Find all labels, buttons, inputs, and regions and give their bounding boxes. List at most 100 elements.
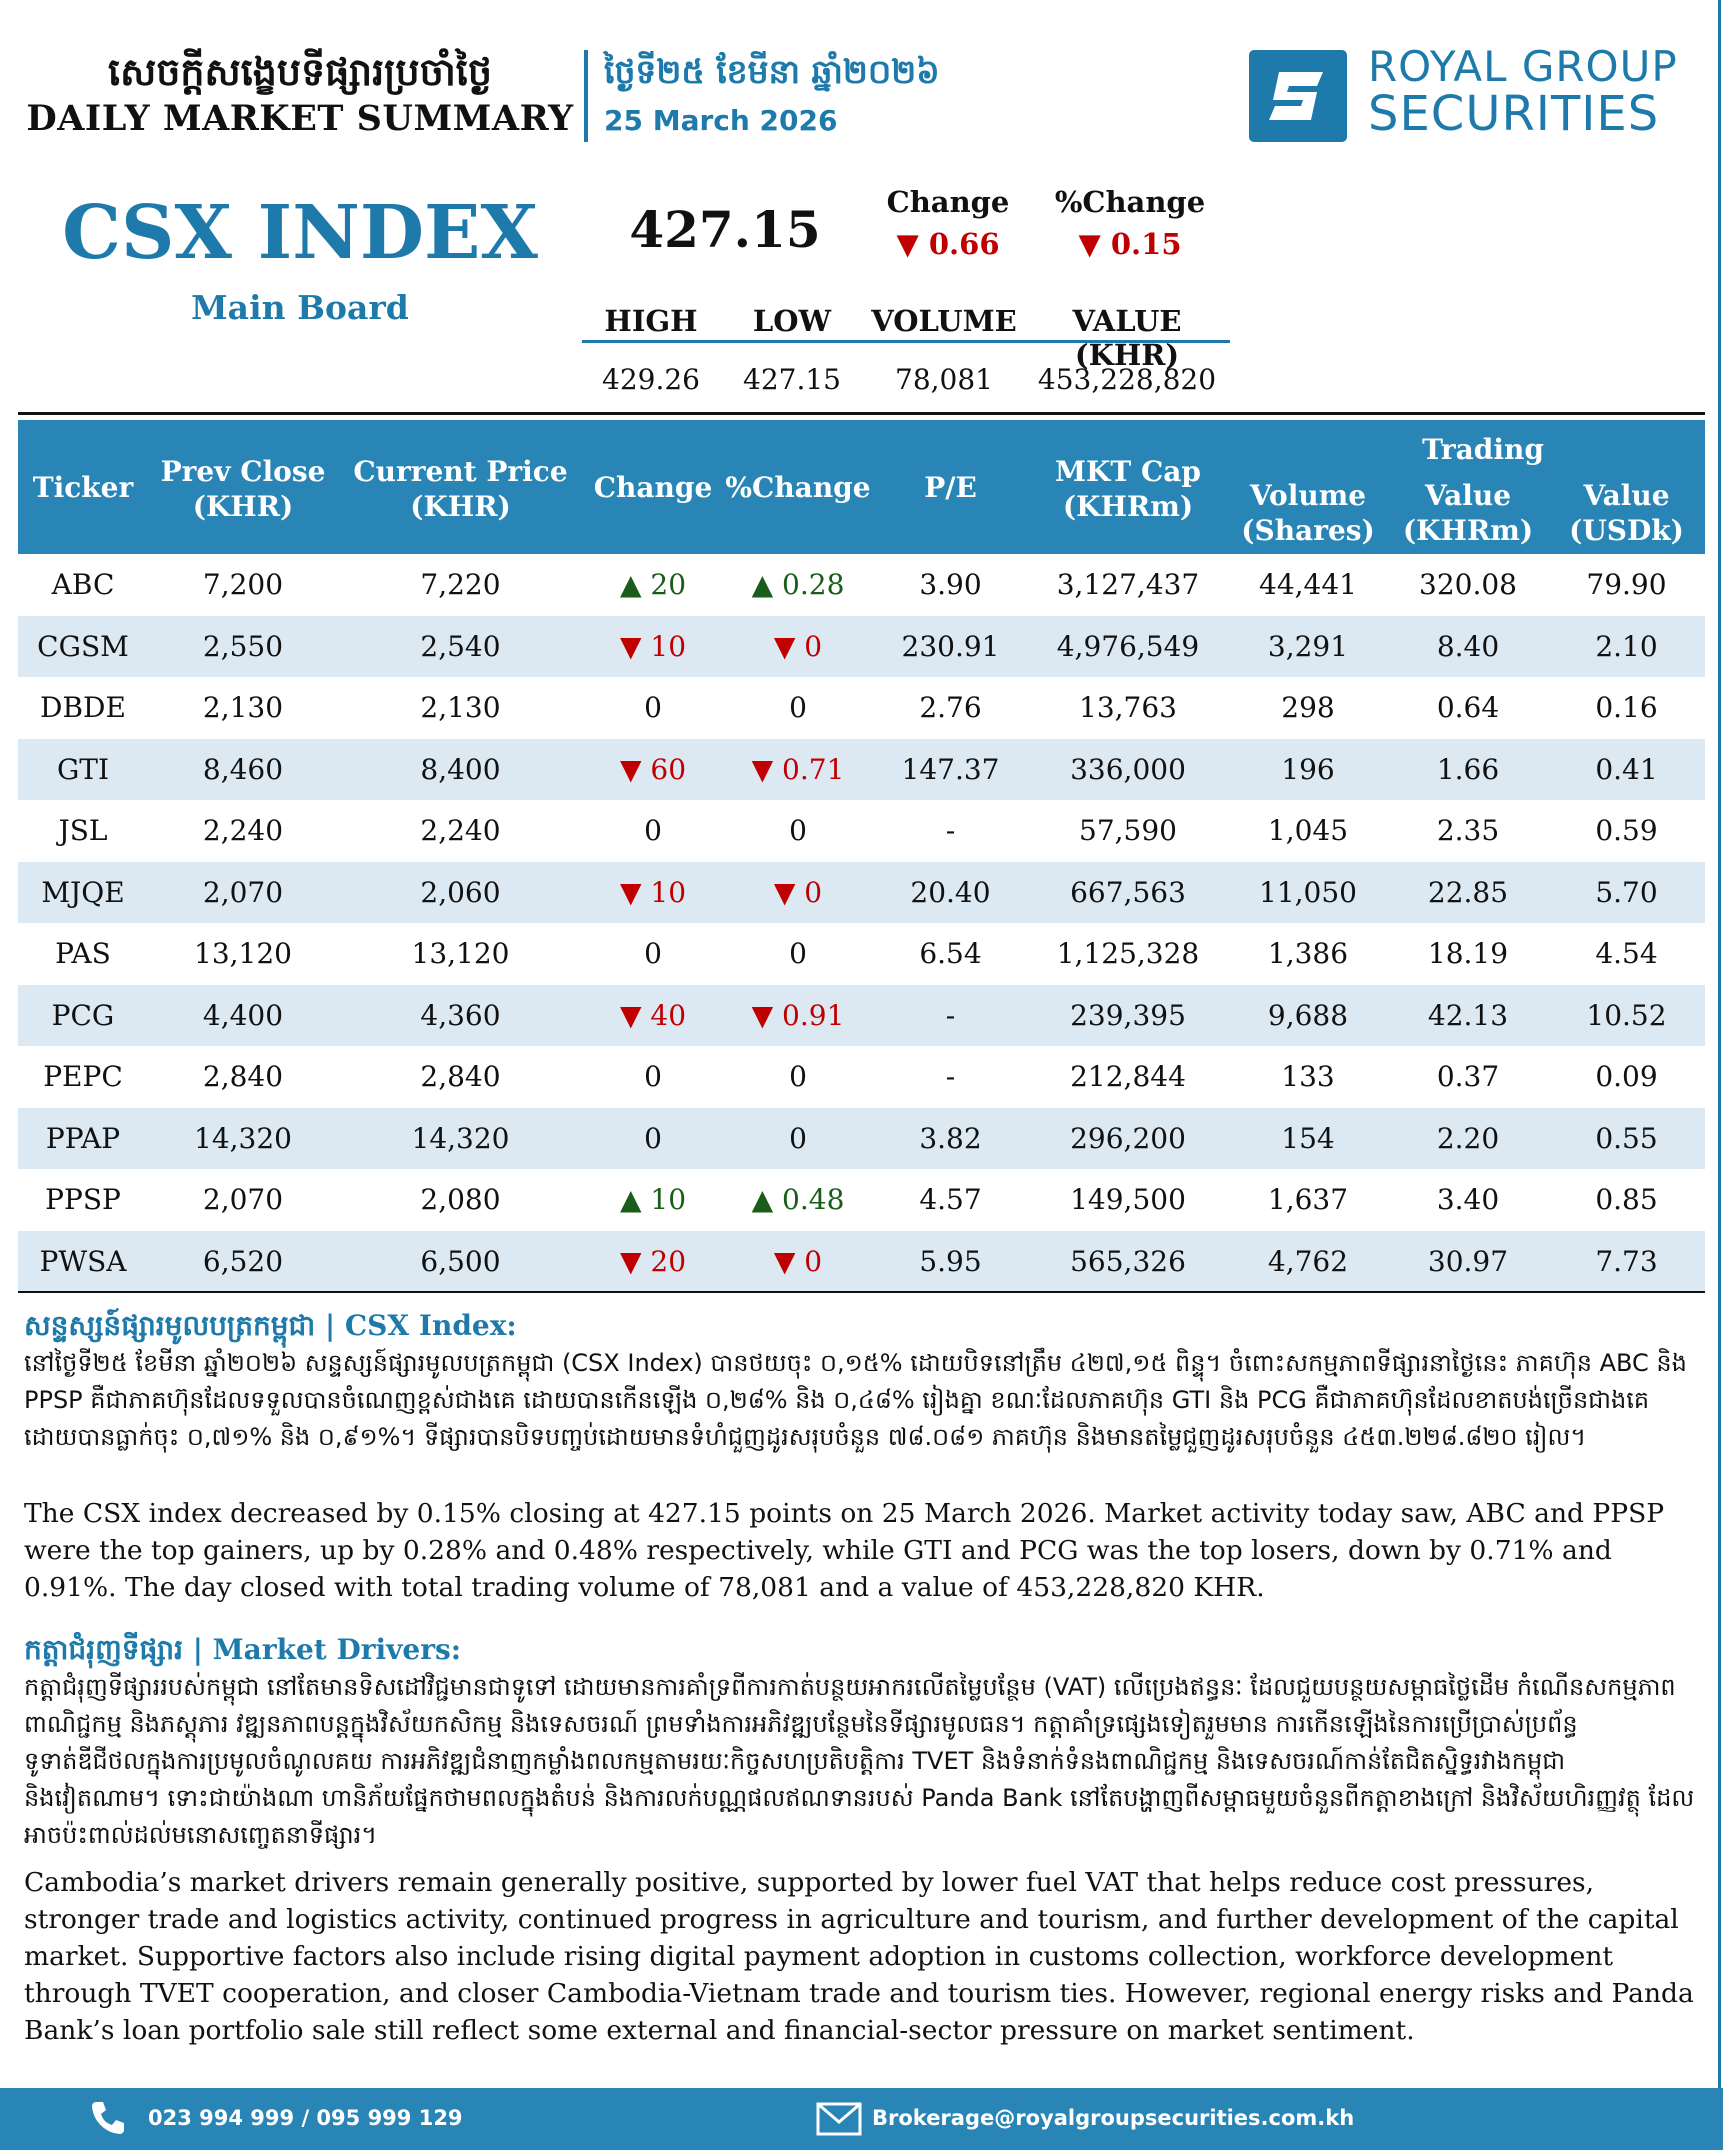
cell-chg: 0: [644, 937, 662, 970]
cell-cur: 13,120: [411, 937, 510, 970]
cell-pct: ▼ 0.91: [751, 998, 845, 1032]
cell-cap: 667,563: [1070, 875, 1186, 909]
table-row: CGSM 2,550 2,540 ▼ 10 ▼ 0 230.91 4,976,549 3,29…: [18, 615, 1705, 677]
cell-val-usd: 0.16: [1595, 691, 1658, 724]
cell-pe: 3.82: [919, 1121, 982, 1155]
cell-cap: 3,127,437: [1056, 568, 1200, 601]
right-border: [1718, 0, 1721, 2150]
footer-email: Brokerage@royalgroupsecurities.com.kh: [872, 2106, 1355, 2130]
cell-vol: 196: [1281, 752, 1335, 786]
cell-pe: 2.76: [919, 691, 982, 724]
cell-val-usd: 10.52: [1586, 998, 1667, 1032]
th-value-khr: Value (KHRm): [1402, 479, 1534, 547]
cell-val-usd: 5.70: [1595, 875, 1658, 909]
cell-pe: -: [945, 998, 956, 1032]
index-value: 427.15: [629, 200, 821, 259]
index-change-label: Change: [886, 185, 1010, 219]
cell-pe: 20.40: [910, 875, 991, 909]
cell-cap: 336,000: [1070, 752, 1186, 786]
cell-prev: 2,070: [202, 1183, 284, 1216]
cell-val-khr: 2.20: [1436, 1121, 1500, 1155]
cell-cur: 14,320: [411, 1121, 510, 1155]
cell-pe: 147.37: [901, 752, 1000, 786]
cell-val-usd: 2.10: [1595, 629, 1658, 663]
cell-chg: ▼ 20: [619, 1244, 687, 1278]
footer-phone: 023 994 999 / 095 999 129: [148, 2106, 463, 2130]
cell-ticker: PWSA: [39, 1244, 127, 1278]
cell-pe: 3.90: [919, 568, 982, 601]
cell-chg: ▲ 10: [619, 1183, 687, 1216]
cell-val-khr: 22.85: [1427, 875, 1509, 909]
cell-pct: 0: [789, 1060, 807, 1093]
stat-volume-label: VOLUME: [871, 304, 1017, 338]
cell-pe: 230.91: [901, 629, 1000, 663]
cell-val-usd: 79.90: [1586, 568, 1667, 601]
index-subtitle: Main Board: [191, 288, 409, 327]
cell-prev: 2,840: [202, 1060, 284, 1093]
table-row: PWSA 6,520 6,500 ▼ 20 ▼ 0 5.95 565,326 4,762 30.…: [18, 1230, 1705, 1292]
csx-section-title: សន្ទស្សន៍ផ្សារមូលបត្រកម្ពុជា | CSX Index…: [24, 1309, 517, 1342]
cell-vol: 1,637: [1267, 1183, 1349, 1216]
cell-pct: ▲ 0.28: [751, 568, 845, 601]
cell-val-usd: 0.85: [1595, 1183, 1658, 1216]
cell-val-usd: 0.41: [1595, 752, 1658, 786]
table-body: ABC 7,200 7,220 ▲ 20 ▲ 0.28 3.90 3,127,437 44,4…: [18, 554, 1705, 1292]
cell-cap: 57,590: [1079, 814, 1177, 847]
cell-val-khr: 2.35: [1436, 814, 1500, 847]
cell-chg: ▼ 60: [619, 752, 687, 786]
cell-pe: 4.57: [919, 1183, 982, 1216]
cell-val-khr: 8.40: [1436, 629, 1500, 663]
cell-val-usd: 4.54: [1595, 937, 1658, 970]
cell-vol: 154: [1281, 1121, 1335, 1155]
cell-prev: 6,520: [202, 1244, 284, 1278]
th-value-usd: Value (USDk): [1569, 479, 1684, 547]
cell-val-khr: 30.97: [1427, 1244, 1509, 1278]
table-row: DBDE 2,130 2,130 0 0 2.76 13,763 298 0.64 0.16: [18, 677, 1705, 739]
cell-cur: 6,500: [420, 1244, 501, 1278]
cell-cur: 4,360: [420, 998, 501, 1032]
cell-cur: 2,130: [420, 691, 501, 724]
cell-cur: 8,400: [420, 752, 501, 786]
phone-icon: [88, 2098, 128, 2142]
header-divider: [584, 50, 588, 142]
cell-ticker: PCG: [51, 998, 115, 1032]
logo-text-line1: ROYAL GROUP: [1368, 42, 1678, 91]
cell-chg: 0: [644, 1121, 662, 1155]
th-current-price: Current Price (KHR): [353, 455, 568, 523]
cell-prev: 7,200: [202, 568, 284, 601]
cell-val-khr: 0.37: [1436, 1060, 1500, 1093]
report-date-khmer: ថ្ងៃទី២៥ ខែមីនា ឆ្នាំ២០២៦: [604, 52, 940, 91]
cell-cap: 239,395: [1070, 998, 1186, 1032]
cell-ticker: ABC: [51, 568, 115, 601]
cell-cap: 565,326: [1070, 1244, 1186, 1278]
cell-pe: 5.95: [919, 1244, 982, 1278]
index-pct-change-label: %Change: [1054, 185, 1206, 219]
stat-underline: [582, 340, 1230, 343]
cell-chg: 0: [644, 691, 662, 724]
cell-prev: 2,550: [202, 629, 284, 663]
table-row: ABC 7,200 7,220 ▲ 20 ▲ 0.28 3.90 3,127,437 44,4…: [18, 554, 1705, 616]
cell-ticker: PAS: [55, 937, 111, 970]
cell-ticker: CGSM: [37, 629, 129, 663]
th-volume: Volume (Shares): [1241, 479, 1375, 547]
cell-val-khr: 0.64: [1436, 691, 1500, 724]
cell-cur: 7,220: [420, 568, 501, 601]
cell-val-khr: 3.40: [1436, 1183, 1500, 1216]
stat-low-label: LOW: [752, 304, 832, 338]
report-title: DAILY MARKET SUMMARY: [26, 98, 574, 139]
table-bottom-rule: [18, 1291, 1705, 1293]
cell-prev: 13,120: [194, 937, 292, 970]
drivers-section-title: កត្តាជំរុញទីផ្សារ | Market Drivers:: [24, 1633, 462, 1666]
report-date: 25 March 2026: [604, 104, 838, 137]
index-pct-change-value: ▼ 0.15: [1078, 227, 1182, 261]
cell-pct: ▲ 0.48: [751, 1183, 845, 1216]
drivers-paragraph-khmer: កត្តាជំរុញទីផ្សាររបស់កម្ពុជា នៅតែមានទិសដ…: [24, 1673, 1695, 1849]
cell-val-usd: 0.59: [1595, 814, 1658, 847]
cell-pct: 0: [789, 1121, 807, 1155]
cell-prev: 2,130: [202, 691, 284, 724]
cell-chg: ▲ 20: [619, 568, 687, 601]
cell-vol: 133: [1281, 1060, 1335, 1093]
cell-val-usd: 0.09: [1595, 1060, 1658, 1093]
cell-chg: 0: [644, 1060, 662, 1093]
th-prev-close: Prev Close (KHR): [160, 455, 326, 523]
